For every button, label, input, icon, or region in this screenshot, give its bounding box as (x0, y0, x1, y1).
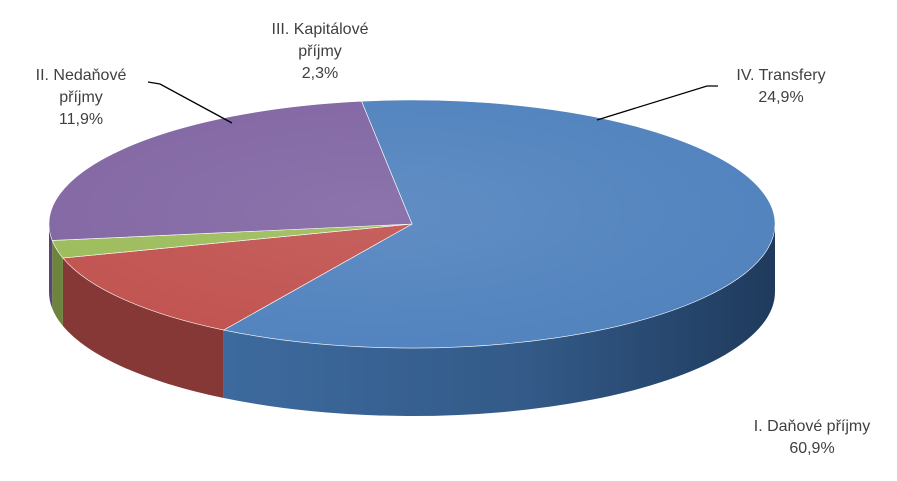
pie-side-4 (49, 224, 53, 309)
data-label-1-line-1: I. Daňové příjmy (754, 418, 870, 435)
pie-sides (49, 224, 775, 416)
data-label-4: IV. Transfery 24,9% (736, 67, 825, 106)
data-label-4-line-1: IV. Transfery (736, 67, 825, 84)
data-label-1: I. Daňové příjmy 60,9% (754, 418, 870, 457)
data-label-1-line-2: 60,9% (789, 440, 834, 457)
data-label-3-line-1: III. Kapitálové (272, 21, 369, 38)
data-label-3: III. Kapitálové příjmy 2,3% (272, 21, 369, 82)
data-label-2-line-2: příjmy (59, 89, 103, 106)
leader-lines (147, 81, 718, 124)
data-label-4-line-2: 24,9% (758, 89, 803, 106)
pie-side-1 (223, 224, 775, 416)
data-labels: I. Daňové příjmy 60,9% II. Nedaňové příjmy 1… (36, 21, 871, 457)
data-label-3-line-2: příjmy (298, 43, 342, 60)
data-label-3-line-3: 2,3% (302, 65, 338, 82)
pie-slices (48, 99, 776, 349)
pie-top-highlight (49, 100, 775, 348)
pie-side-2 (62, 258, 224, 399)
pie-side-3 (52, 240, 63, 327)
leader-line-2 (147, 81, 233, 124)
data-label-2-line-1: II. Nedaňové (36, 67, 127, 84)
data-label-2: II. Nedaňové příjmy 11,9% (36, 67, 127, 128)
leader-line-4 (596, 85, 718, 121)
data-label-2-line-3: 11,9% (59, 111, 103, 128)
